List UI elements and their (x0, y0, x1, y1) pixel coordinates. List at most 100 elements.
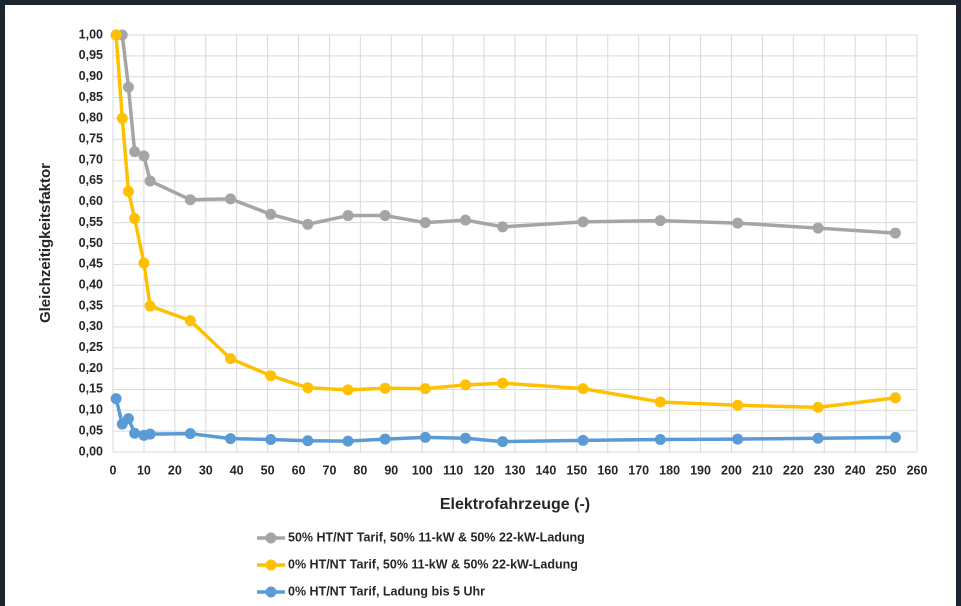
y-tick-label: 0,10 (79, 403, 103, 417)
y-tick-label: 0,75 (79, 132, 103, 146)
data-point (343, 384, 354, 395)
data-point (578, 216, 589, 227)
data-point (813, 402, 824, 413)
data-point (138, 258, 149, 269)
x-tick-label: 50 (261, 463, 275, 477)
data-point (343, 436, 354, 447)
data-point (497, 221, 508, 232)
x-tick-label: 100 (412, 463, 433, 477)
data-point (655, 396, 666, 407)
legend-marker (266, 533, 277, 544)
x-tick-label: 80 (353, 463, 367, 477)
data-point (111, 393, 122, 404)
legend-label: 0% HT/NT Tarif, Ladung bis 5 Uhr (288, 584, 485, 598)
x-tick-label: 40 (230, 463, 244, 477)
data-point (380, 210, 391, 221)
y-axis-title: Gleichzeitigkeitsfaktor (37, 163, 54, 323)
y-tick-label: 0,65 (79, 173, 103, 187)
y-tick-label: 0,90 (79, 69, 103, 83)
y-tick-label: 0,35 (79, 298, 103, 312)
data-point (732, 434, 743, 445)
y-tick-label: 0,85 (79, 90, 103, 104)
x-tick-label: 190 (690, 463, 711, 477)
data-point (655, 434, 666, 445)
data-point (460, 433, 471, 444)
data-point (890, 228, 901, 239)
x-axis-title: Elektrofahrzeuge (-) (440, 496, 590, 513)
legend-label: 50% HT/NT Tarif, 50% 11-kW & 50% 22-kW-L… (288, 530, 585, 544)
data-point (111, 30, 122, 41)
data-point (145, 301, 156, 312)
data-point (732, 218, 743, 229)
x-tick-label: 170 (628, 463, 649, 477)
legend-label: 0% HT/NT Tarif, 50% 11-kW & 50% 22-kW-La… (288, 557, 578, 571)
x-tick-label: 210 (752, 463, 773, 477)
data-point (265, 434, 276, 445)
data-point (497, 436, 508, 447)
x-tick-label: 10 (137, 463, 151, 477)
x-tick-label: 0 (110, 463, 117, 477)
x-tick-label: 20 (168, 463, 182, 477)
data-point (185, 315, 196, 326)
y-tick-label: 0,40 (79, 277, 103, 291)
data-point (302, 435, 313, 446)
page: Gleichzeitigkeitsfaktor Elektrofahrzeuge… (0, 0, 961, 606)
data-point (890, 432, 901, 443)
data-point (420, 217, 431, 228)
data-point (117, 113, 128, 124)
y-tick-label: 0,55 (79, 215, 103, 229)
y-tick-label: 0,95 (79, 48, 103, 62)
y-tick-label: 0,45 (79, 257, 103, 271)
x-tick-label: 60 (292, 463, 306, 477)
data-point (420, 383, 431, 394)
data-point (129, 428, 140, 439)
data-point (890, 392, 901, 403)
data-point (460, 379, 471, 390)
y-tick-label: 0,60 (79, 194, 103, 208)
data-point (420, 432, 431, 443)
y-tick-label: 0,15 (79, 382, 103, 396)
x-tick-label: 250 (876, 463, 897, 477)
x-tick-label: 200 (721, 463, 742, 477)
legend-marker (266, 560, 277, 571)
data-point (302, 382, 313, 393)
x-tick-label: 220 (783, 463, 804, 477)
data-point (145, 175, 156, 186)
data-point (123, 413, 134, 424)
x-tick-label: 120 (474, 463, 495, 477)
x-tick-label: 160 (597, 463, 618, 477)
x-tick-label: 30 (199, 463, 213, 477)
y-tick-label: 0,05 (79, 423, 103, 437)
data-point (225, 193, 236, 204)
data-point (497, 378, 508, 389)
data-point (123, 186, 134, 197)
x-tick-label: 150 (566, 463, 587, 477)
x-tick-label: 130 (505, 463, 526, 477)
data-point (578, 383, 589, 394)
y-tick-label: 0,80 (79, 111, 103, 125)
y-tick-label: 0,30 (79, 319, 103, 333)
x-tick-label: 90 (384, 463, 398, 477)
data-point (123, 82, 134, 93)
legend-marker (266, 587, 277, 598)
data-point (225, 433, 236, 444)
data-point (578, 435, 589, 446)
data-point (732, 400, 743, 411)
data-point (655, 215, 666, 226)
y-tick-label: 0,00 (79, 444, 103, 458)
x-tick-label: 70 (323, 463, 337, 477)
y-tick-label: 1,00 (79, 27, 103, 41)
data-point (813, 223, 824, 234)
y-tick-label: 0,20 (79, 361, 103, 375)
data-point (343, 210, 354, 221)
data-point (460, 215, 471, 226)
chart: Gleichzeitigkeitsfaktor Elektrofahrzeuge… (0, 0, 961, 606)
y-tick-label: 0,25 (79, 340, 103, 354)
data-point (302, 219, 313, 230)
data-point (813, 433, 824, 444)
x-tick-label: 140 (535, 463, 556, 477)
data-point (380, 434, 391, 445)
x-tick-label: 110 (443, 463, 463, 477)
data-point (185, 428, 196, 439)
data-point (265, 370, 276, 381)
